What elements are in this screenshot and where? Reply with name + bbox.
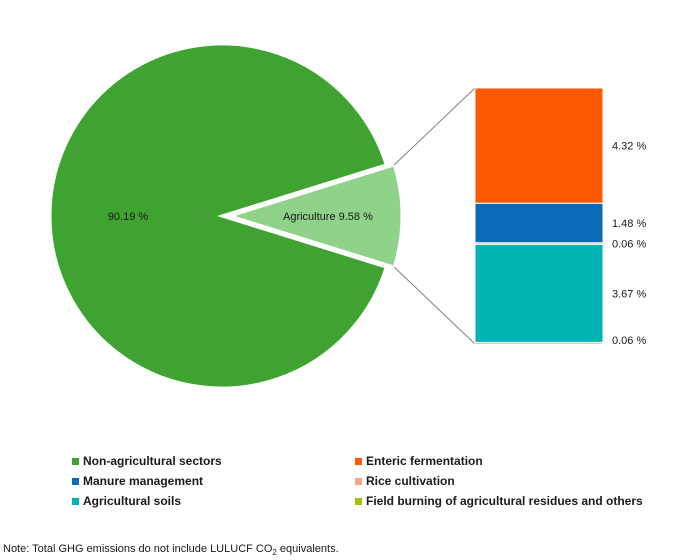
pie-data-label-agriculture: Agriculture 9.58 % bbox=[283, 211, 373, 223]
legend-swatch bbox=[72, 457, 79, 465]
legend-swatch bbox=[72, 477, 79, 485]
legend-label: Agricultural soils bbox=[83, 494, 182, 508]
legend-swatch bbox=[72, 497, 79, 505]
bar-data-label: 0.06 % bbox=[612, 239, 646, 251]
note-text: Note: Total GHG emissions do not include… bbox=[3, 543, 273, 555]
stacked-breakdown-bar bbox=[474, 87, 604, 345]
connector-line-top bbox=[393, 87, 476, 166]
legend-label: Manure management bbox=[83, 474, 204, 488]
legend-item: Non-agricultural sectors bbox=[72, 453, 355, 469]
bar-data-label: 3.67 % bbox=[612, 288, 646, 300]
legend-swatch bbox=[355, 477, 362, 485]
connector-line-bottom bbox=[393, 266, 476, 345]
bar-data-label: 4.32 % bbox=[612, 141, 646, 153]
pie bbox=[48, 42, 404, 390]
legend-label: Non-agricultural sectors bbox=[83, 454, 222, 468]
legend: Non-agricultural sectors Enteric fermenta… bbox=[72, 453, 672, 509]
legend-swatch bbox=[355, 457, 362, 465]
note-suffix: equivalents. bbox=[276, 543, 339, 555]
bar-data-label: 0.06 % bbox=[612, 335, 646, 347]
legend-swatch bbox=[355, 497, 362, 505]
legend-label: Rice cultivation bbox=[366, 474, 455, 488]
legend-item: Manure management bbox=[72, 473, 355, 489]
pie-data-label-non-agricultural: 90.19 % bbox=[108, 211, 149, 223]
legend-label: Enteric fermentation bbox=[366, 454, 483, 468]
legend-item: Field burning of agricultural residues a… bbox=[355, 493, 672, 509]
bar-segment-field-burning-of-agricultural-residues-and-others bbox=[474, 341, 604, 345]
pie-slice-non-agricultural bbox=[48, 42, 389, 390]
legend-item: Enteric fermentation bbox=[355, 453, 672, 469]
note-subscript: 2 bbox=[272, 548, 277, 558]
bar-data-label: 1.48 % bbox=[612, 218, 646, 230]
data-labels: 4.32 % 1.48 % 0.06 % 3.67 % 0.06 % 90.19 % Agr… bbox=[108, 141, 647, 347]
bar-segment-agricultural-soils bbox=[474, 243, 604, 343]
bar-segment-manure-management bbox=[474, 202, 604, 244]
legend-label: Field burning of agricultural residues a… bbox=[366, 494, 643, 508]
bar-segment-enteric-fermentation bbox=[474, 87, 604, 204]
pie-of-bar-chart: 4.32 % 1.48 % 0.06 % 3.67 % 0.06 % 90.19 % Agr… bbox=[48, 42, 647, 390]
legend-item: Rice cultivation bbox=[355, 473, 672, 489]
pie-slice-agriculture bbox=[224, 163, 404, 269]
footnote: Note: Total GHG emissions do not include… bbox=[3, 543, 339, 557]
connector-lines bbox=[393, 87, 476, 345]
legend-item: Agricultural soils bbox=[72, 493, 355, 509]
